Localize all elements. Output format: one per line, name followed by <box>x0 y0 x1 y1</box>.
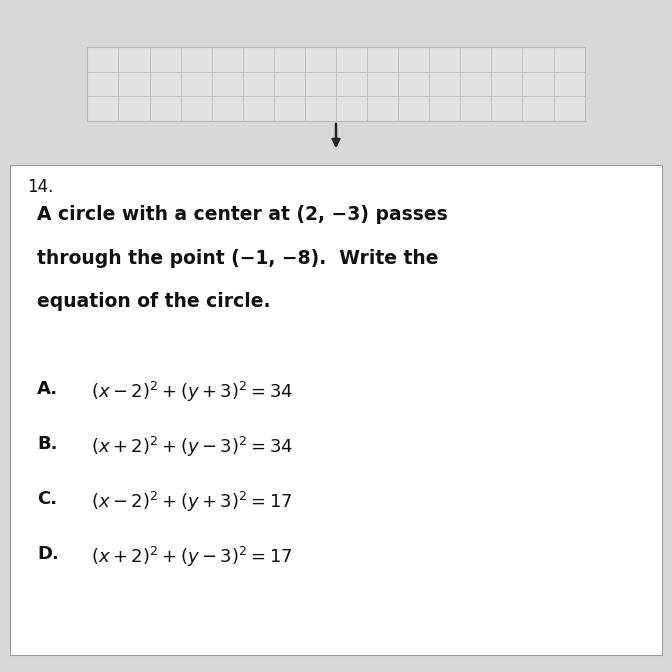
Text: D.: D. <box>37 545 59 563</box>
Text: $(x + 2)^2 + (y - 3)^2 = 34$: $(x + 2)^2 + (y - 3)^2 = 34$ <box>91 435 293 459</box>
Text: 14.: 14. <box>27 178 53 196</box>
Text: $(x + 2)^2 + (y - 3)^2 = 17$: $(x + 2)^2 + (y - 3)^2 = 17$ <box>91 545 292 569</box>
Text: equation of the circle.: equation of the circle. <box>37 292 270 311</box>
Text: A.: A. <box>37 380 58 398</box>
Text: $(x - 2)^2 + (y + 3)^2 = 17$: $(x - 2)^2 + (y + 3)^2 = 17$ <box>91 490 292 514</box>
Text: C.: C. <box>37 490 57 508</box>
Text: through the point (−1, −8).  Write the: through the point (−1, −8). Write the <box>37 249 438 267</box>
Bar <box>87 47 585 121</box>
Text: $(x - 2)^2 + (y + 3)^2 = 34$: $(x - 2)^2 + (y + 3)^2 = 34$ <box>91 380 293 404</box>
Text: B.: B. <box>37 435 58 453</box>
Bar <box>10 165 662 655</box>
Text: A circle with a center at (2, −3) passes: A circle with a center at (2, −3) passes <box>37 205 448 224</box>
